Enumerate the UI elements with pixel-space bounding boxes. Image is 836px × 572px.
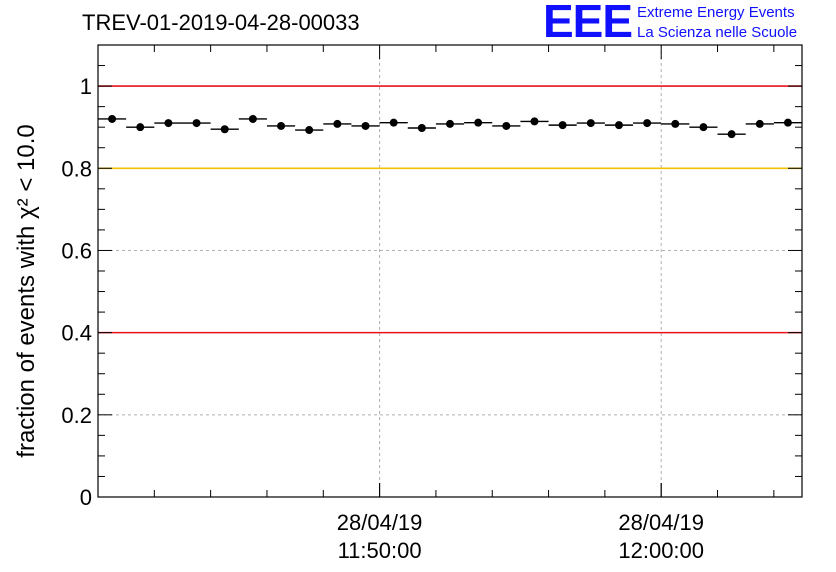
logo-subtitle-line2: La Scienza nelle Scuole (637, 24, 798, 41)
data-point (586, 119, 595, 128)
data-point (699, 123, 708, 132)
data-point (248, 114, 257, 123)
y-tick-label: 0.6 (61, 238, 92, 263)
x-tick-label-time: 12:00:00 (618, 538, 704, 563)
data-point (474, 118, 483, 127)
y-tick-label: 0.2 (61, 403, 92, 428)
y-axis-label: fraction of events with χ² < 10.0 (13, 124, 40, 457)
data-point (333, 119, 342, 128)
data-point (755, 119, 764, 128)
data-point (192, 119, 201, 128)
data-point (164, 119, 173, 128)
y-tick-label: 1 (80, 74, 92, 99)
x-tick-label-time: 11:50:00 (338, 538, 422, 563)
data-point (643, 119, 652, 128)
data-point (671, 119, 680, 128)
data-point (530, 117, 539, 126)
y-tick-label: 0.8 (61, 156, 92, 181)
plot-frame (97, 44, 803, 498)
data-point (220, 125, 229, 134)
data-point (727, 130, 736, 139)
data-point (614, 121, 623, 130)
y-tick-label: 0.4 (61, 321, 92, 346)
y-tick-label: 0 (80, 485, 92, 510)
data-point (361, 121, 370, 130)
data-point (446, 119, 454, 128)
x-tick-label-date: 28/04/19 (337, 510, 423, 535)
data-point (136, 123, 145, 132)
x-tick-label-date: 28/04/19 (618, 510, 704, 535)
data-point (558, 121, 567, 130)
data-point (305, 126, 314, 135)
data-point (277, 121, 286, 130)
logo-subtitle-line1: Extreme Energy Events (637, 4, 795, 21)
data-point (389, 118, 398, 127)
data-point (108, 114, 117, 123)
data-point (502, 121, 511, 130)
eee-logo: EEE (543, 0, 633, 47)
data-point (783, 118, 792, 127)
data-point (417, 124, 426, 133)
chart-title: TREV-01-2019-04-28-00033 (82, 10, 360, 35)
